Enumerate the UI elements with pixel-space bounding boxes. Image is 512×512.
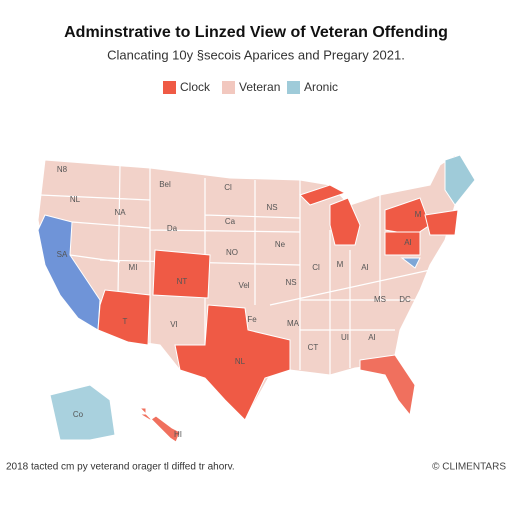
labels: N8 Bel Cl NL NA Da Ca NS Ne MI NO Vel VI Fe MA NS Cl M AI C… <box>57 165 411 439</box>
state-borders <box>39 164 431 375</box>
region-label: NT <box>177 277 188 286</box>
region <box>444 154 476 206</box>
region-label: Co <box>73 410 84 419</box>
state-label: N8 <box>57 165 68 174</box>
region-label: NL <box>235 357 246 366</box>
state-label: Ca <box>225 217 236 226</box>
legend-label: Aronic <box>304 80 338 94</box>
region <box>384 231 421 256</box>
region <box>174 304 291 421</box>
legend-swatch <box>222 81 235 94</box>
region-label: SA <box>57 250 68 259</box>
state-label: NS <box>285 278 296 287</box>
legend-label: Veteran <box>239 80 280 94</box>
state-label: NL <box>70 195 81 204</box>
legend-swatch <box>287 81 300 94</box>
state-label: Bel <box>159 180 171 189</box>
credit: © CLIMENTARS <box>432 462 506 473</box>
state-label: Fe <box>247 315 257 324</box>
region <box>359 354 416 417</box>
legend-label: Clock <box>180 80 211 94</box>
region <box>384 197 431 236</box>
state-label: MI <box>129 263 138 272</box>
state-label: Cl <box>312 263 320 272</box>
region <box>400 257 421 269</box>
state-label: Ne <box>275 240 286 249</box>
region-label: AI <box>404 238 412 247</box>
state-label: Da <box>167 224 178 233</box>
region <box>299 184 347 206</box>
state-label: MS <box>374 295 386 304</box>
state-label: AI <box>368 333 376 342</box>
title: Adminstrative to Linzed View of Veteran … <box>64 24 448 41</box>
legend: Clock Veteran Aronic <box>163 80 338 94</box>
region <box>424 209 459 236</box>
state-label: Cl <box>224 183 232 192</box>
state-label: NS <box>266 203 277 212</box>
region <box>329 197 361 246</box>
state-label: VI <box>170 320 178 329</box>
region <box>37 214 101 331</box>
state-label: Vel <box>238 281 249 290</box>
state-label: AI <box>361 263 369 272</box>
state-label: DC <box>399 295 411 304</box>
state-label: MA <box>287 319 300 328</box>
region <box>138 407 181 443</box>
state-label: UI <box>341 333 349 342</box>
state-label: CT <box>308 343 319 352</box>
region <box>49 384 116 441</box>
state-label: NA <box>114 208 126 217</box>
region <box>97 289 151 346</box>
regions: SA T NT NL M AI Co <box>37 154 476 443</box>
subtitle: Clancating 10y §secois Aparices and Preg… <box>107 47 405 62</box>
state-label: M <box>337 260 344 269</box>
region-label: T <box>123 317 128 326</box>
region-label: M <box>415 210 422 219</box>
state-label: NO <box>226 248 238 257</box>
region <box>152 249 211 299</box>
footnote: 2018 tacted cm py veterand orager tl dif… <box>6 462 235 473</box>
state-label: HI <box>174 430 182 439</box>
legend-swatch <box>163 81 176 94</box>
